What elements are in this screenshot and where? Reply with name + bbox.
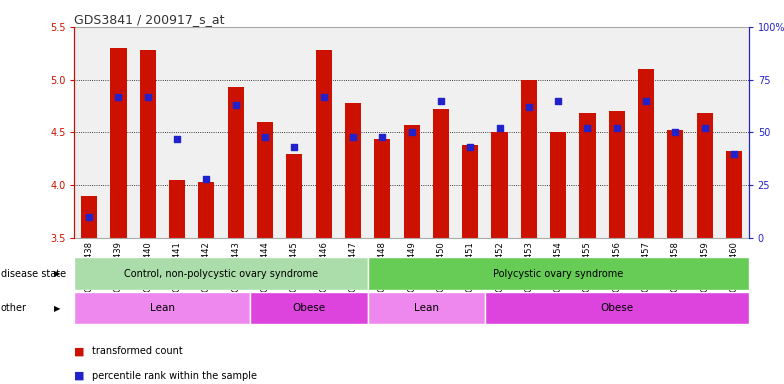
Point [670,129,682,136]
Bar [608,111,625,238]
Point [318,93,330,99]
Bar [286,154,303,238]
Text: ■: ■ [74,346,85,356]
Bar [433,109,449,238]
Text: ▶: ▶ [54,269,60,278]
Bar [345,103,361,238]
Text: ▶: ▶ [54,304,60,313]
Text: other: other [1,303,27,313]
Bar [404,125,419,238]
Point [728,151,740,157]
Point [581,125,593,131]
Bar [521,80,537,238]
Point [171,136,183,142]
Bar [227,87,244,238]
Bar [257,122,273,238]
Point [200,176,212,182]
Text: Obese: Obese [292,303,325,313]
Point [141,93,154,99]
Bar [697,114,713,238]
Bar [81,196,97,238]
Bar [140,50,156,238]
Bar [374,139,390,238]
Point [699,125,711,131]
Text: Control, non-polycystic ovary syndrome: Control, non-polycystic ovary syndrome [124,268,318,279]
Point [405,129,418,136]
Bar [111,48,126,238]
Bar [492,132,507,238]
Bar [169,180,185,238]
Text: GDS3841 / 200917_s_at: GDS3841 / 200917_s_at [74,13,225,26]
Text: Lean: Lean [414,303,439,313]
Text: transformed count: transformed count [92,346,183,356]
Text: Obese: Obese [601,303,633,313]
Bar [550,132,566,238]
Bar [368,257,749,290]
Point [493,125,506,131]
Point [288,144,300,150]
Text: Lean: Lean [150,303,175,313]
Point [523,104,535,110]
Point [464,144,477,150]
Bar [368,292,485,324]
Bar [667,131,684,238]
Text: disease state: disease state [1,268,66,279]
Point [640,98,652,104]
Point [230,102,242,108]
Bar [74,257,368,290]
Bar [316,50,332,238]
Point [552,98,564,104]
Bar [462,145,478,238]
Text: Polycystic ovary syndrome: Polycystic ovary syndrome [493,268,623,279]
Point [347,134,359,140]
Bar [638,69,654,238]
Point [376,134,389,140]
Bar [198,182,215,238]
Bar [74,292,250,324]
Text: ■: ■ [74,371,85,381]
Point [112,93,125,99]
Point [611,125,623,131]
Point [259,134,271,140]
Bar [485,292,749,324]
Text: percentile rank within the sample: percentile rank within the sample [92,371,256,381]
Bar [250,292,368,324]
Bar [726,151,742,238]
Point [83,214,96,220]
Bar [579,114,596,238]
Point [434,98,447,104]
